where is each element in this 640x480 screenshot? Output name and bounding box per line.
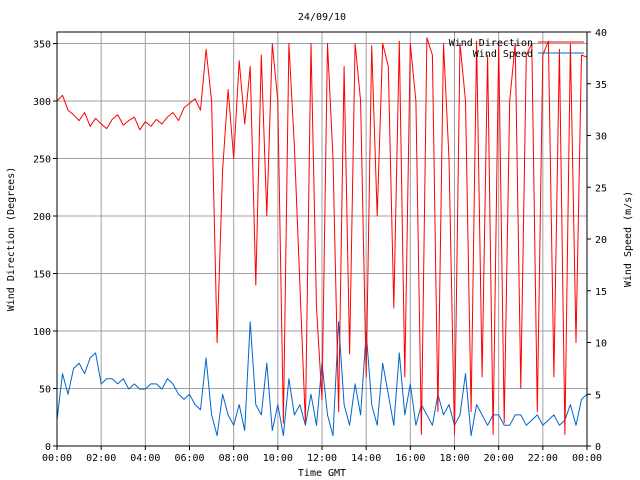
x-tick-label: 10:00 bbox=[263, 453, 293, 464]
y-left-tick-label: 350 bbox=[33, 40, 51, 51]
legend: Wind Direction Wind Speed bbox=[449, 38, 584, 60]
y-right-tick-label: 20 bbox=[595, 235, 607, 246]
y-right-tick-label: 5 bbox=[595, 390, 601, 401]
y-left-tick-label: 250 bbox=[33, 155, 51, 166]
x-tick-label: 16:00 bbox=[395, 453, 425, 464]
y-left-tick-label: 50 bbox=[39, 385, 51, 396]
y-left-tick-label: 150 bbox=[33, 270, 51, 281]
y-axis-right: 0 5 10 15 20 25 30 35 40 bbox=[587, 28, 607, 453]
x-tick-label: 02:00 bbox=[86, 453, 116, 464]
y-left-tick-label: 0 bbox=[45, 442, 51, 453]
y-left-tick-label: 100 bbox=[33, 327, 51, 338]
legend-label-speed: Wind Speed bbox=[473, 49, 533, 60]
x-tick-label: 20:00 bbox=[484, 453, 514, 464]
x-tick-label: 04:00 bbox=[130, 453, 160, 464]
x-tick-label: 00:00 bbox=[42, 453, 72, 464]
legend-label-direction: Wind Direction bbox=[449, 38, 533, 49]
series-group bbox=[56, 37, 588, 437]
y-axis-left-label: Wind Direction (Degrees) bbox=[6, 167, 17, 312]
y-right-tick-label: 15 bbox=[595, 287, 607, 298]
y-axis-right-label: Wind Speed (m/s) bbox=[623, 191, 634, 287]
series-wind-direction bbox=[56, 37, 588, 435]
y-right-tick-label: 40 bbox=[595, 28, 607, 39]
y-left-tick-label: 200 bbox=[33, 212, 51, 223]
x-tick-label: 08:00 bbox=[219, 453, 249, 464]
chart-title: 24/09/10 bbox=[298, 12, 346, 23]
y-right-tick-label: 10 bbox=[595, 339, 607, 350]
y-left-tick-label: 300 bbox=[33, 97, 51, 108]
y-axis-left: 0 50 100 150 200 250 300 350 bbox=[33, 40, 57, 453]
y-right-tick-label: 0 bbox=[595, 442, 601, 453]
x-tick-label: 12:00 bbox=[307, 453, 337, 464]
series-wind-speed bbox=[56, 321, 588, 437]
x-axis: 00:00 02:00 04:00 06:00 08:00 10:00 12:00 14:00… bbox=[42, 446, 602, 464]
x-axis-label: Time GMT bbox=[298, 468, 346, 479]
y-right-tick-label: 35 bbox=[595, 80, 607, 91]
y-right-tick-label: 30 bbox=[595, 132, 607, 143]
y-right-tick-label: 25 bbox=[595, 183, 607, 194]
x-tick-label: 06:00 bbox=[174, 453, 204, 464]
x-tick-label: 00:00 bbox=[572, 453, 602, 464]
x-tick-label: 14:00 bbox=[351, 453, 381, 464]
x-tick-label: 18:00 bbox=[439, 453, 469, 464]
x-tick-label: 22:00 bbox=[528, 453, 558, 464]
